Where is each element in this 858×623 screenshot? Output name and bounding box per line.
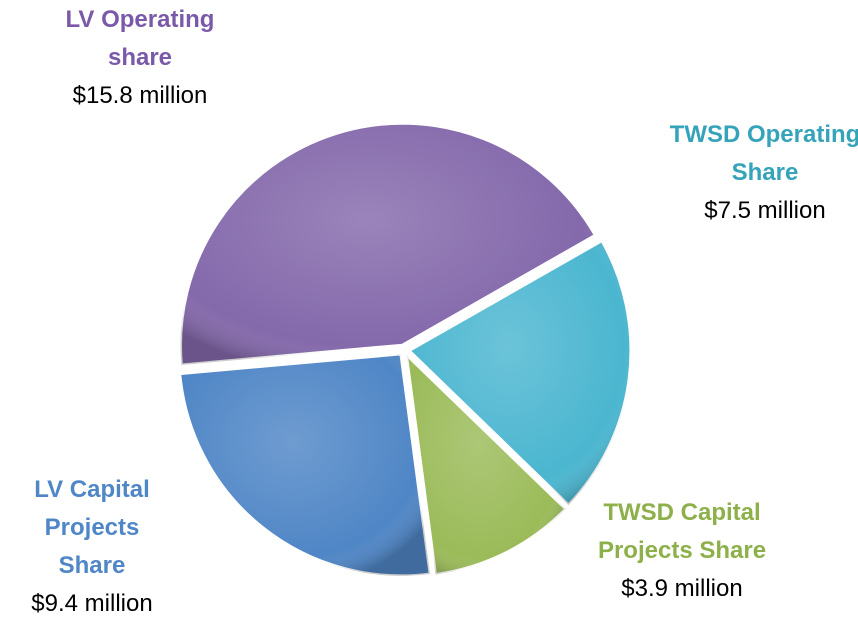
value-label: $3.9 million (621, 575, 743, 602)
slice-shine (179, 353, 431, 576)
category-name: LV Operating share (65, 6, 215, 71)
slice-label: TWSD Capital Projects Share $3.9 million (562, 494, 802, 608)
value-label: $15.8 million (72, 82, 208, 109)
category-name: TWSD Operating Share (669, 121, 858, 186)
category-name: LV Capital Projects Share (34, 476, 150, 579)
slice-label: TWSD Operating Share $7.5 million (655, 116, 858, 230)
slice-shine (406, 354, 566, 575)
slice-shine (180, 123, 596, 365)
value-label: $9.4 million (31, 590, 153, 617)
slice-label: LV Capital Projects Share $9.4 million (12, 471, 172, 623)
value-label: $7.5 million (704, 197, 826, 224)
category-name: TWSD Capital Projects Share (597, 499, 767, 564)
slice-label: LV Operating share $15.8 million (40, 1, 240, 115)
slice-shine (408, 240, 631, 506)
